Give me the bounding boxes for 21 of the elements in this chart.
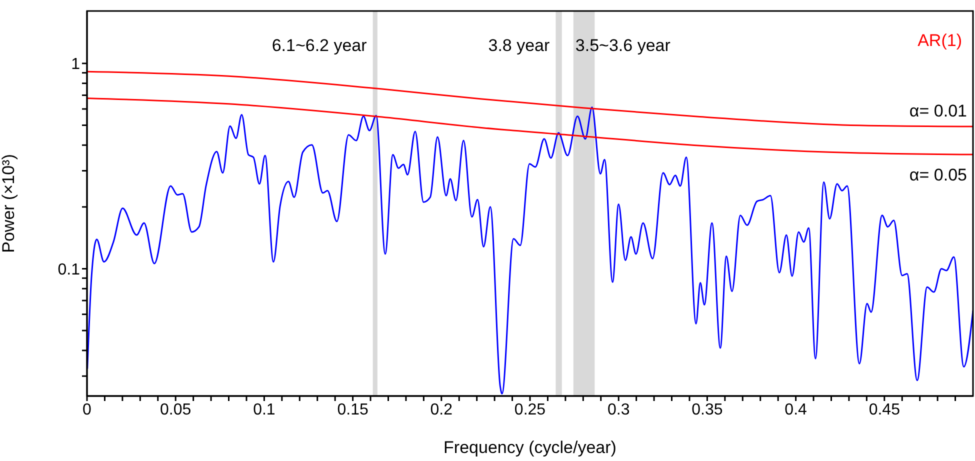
x-axis-title: Frequency (cycle/year)	[444, 438, 616, 457]
annotation: AR(1)	[918, 31, 962, 50]
x-tick-label: 0.1	[253, 401, 276, 418]
line-series	[87, 97, 973, 156]
x-tick-label: 0.4	[784, 401, 808, 418]
x-tick-label: 0.45	[868, 401, 900, 418]
x-tick-label: 0.35	[692, 401, 723, 418]
band-label: 6.1~6.2 year	[272, 36, 368, 55]
series-label: α= 0.01	[909, 101, 967, 120]
series-label: α= 0.05	[909, 166, 967, 185]
x-tick-label: 0.05	[160, 401, 192, 418]
x-tick-label: 0.15	[337, 401, 368, 418]
x-tick-label: 0.3	[607, 401, 630, 418]
y-tick-label: 1	[71, 56, 80, 74]
x-tick-label: 0	[82, 401, 92, 418]
band-label: 3.5~3.6 year	[575, 36, 671, 55]
x-tick-label: 0.2	[430, 401, 453, 418]
band-label: 3.8 year	[488, 36, 550, 55]
x-tick-label: 0.25	[514, 401, 546, 418]
line-series	[87, 70, 973, 128]
y-axis-title: Power (×10³)	[0, 154, 18, 253]
